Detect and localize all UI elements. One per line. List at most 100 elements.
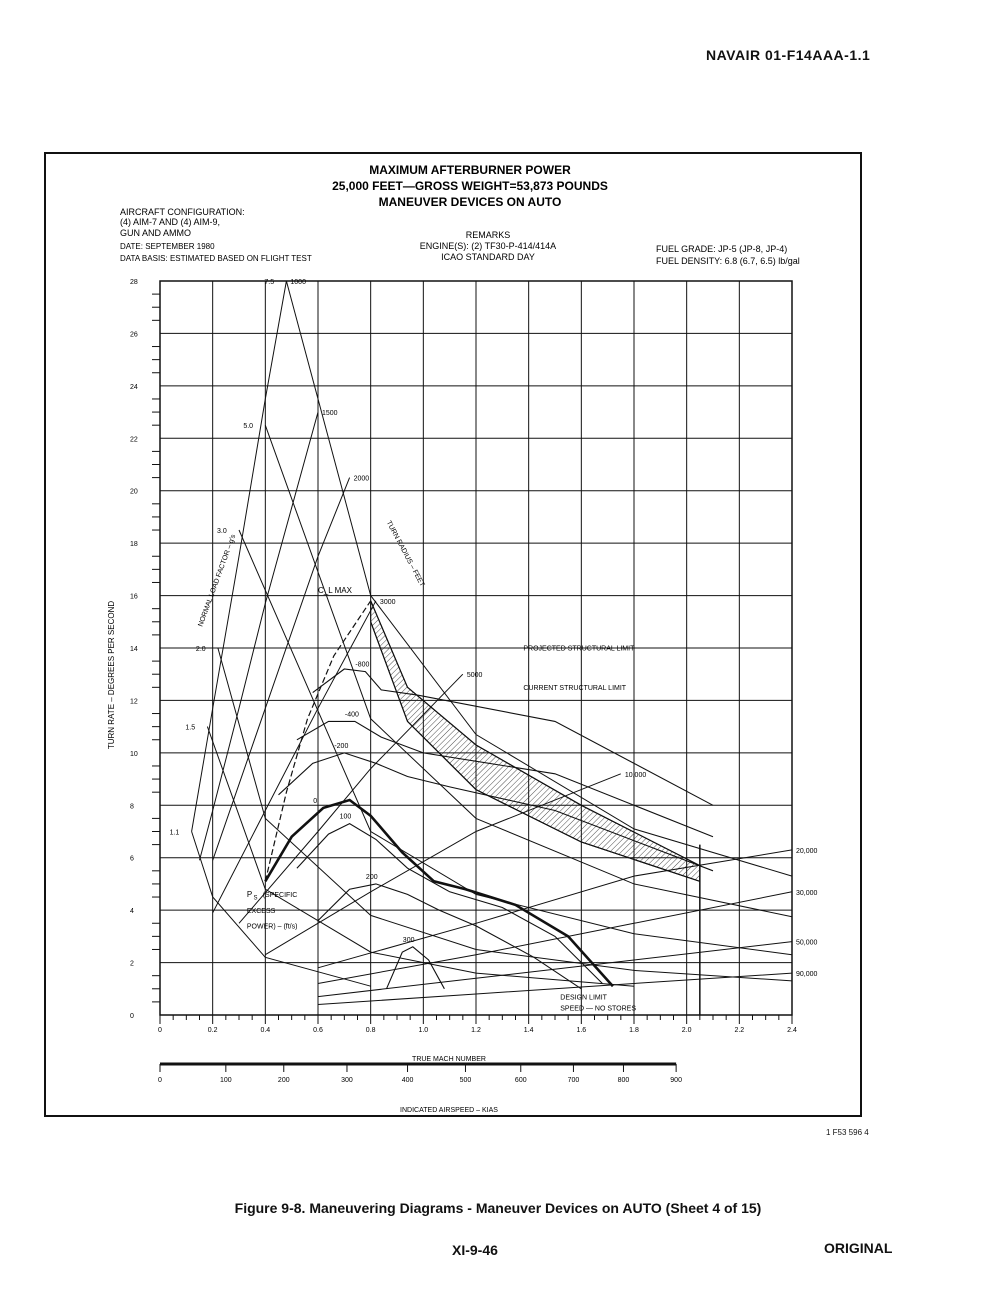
x-tick-label: 2.4 [787, 1027, 797, 1034]
x-tick-label: 0.4 [260, 1027, 270, 1034]
ps-specific-line-1: (SPECIFIC [263, 892, 298, 899]
plot-area: 0 0.2 0.4 0.6 0.8 1.0 1.2 1.4 1.6 1.8 2.0 2.2 2.4024… [130, 279, 818, 1084]
ps-specific-line-3: POWER) – (ft/s) [247, 923, 298, 930]
kias-tick-label: 100 [220, 1077, 232, 1084]
ps-contour [312, 668, 714, 806]
ps-contour [296, 720, 714, 838]
x-axis-label: TRUE MACH NUMBER [412, 1056, 486, 1063]
document-id: NAVAIR 01-F14AAA-1.1 [706, 47, 871, 63]
y-tick-label: 2 [130, 961, 134, 968]
turn-radius-label: 5000 [467, 672, 483, 679]
y-tick-label: 18 [130, 541, 138, 548]
data-basis: DATA BASIS: ESTIMATED BASED ON FLIGHT TE… [120, 254, 312, 263]
y-tick-label: 24 [130, 384, 138, 391]
drawing-number: 1 F53 596 4 [826, 1128, 869, 1137]
kias-tick-label: 800 [618, 1077, 630, 1084]
x-tick-label: 0 [158, 1027, 162, 1034]
y-tick-label: 28 [130, 279, 138, 286]
turn-radius-line [212, 600, 377, 914]
chart-title-line-3: MANEUVER DEVICES ON AUTO [379, 195, 562, 209]
turn-radius-line [317, 941, 793, 998]
current-structural-limit-line [370, 621, 700, 882]
load-factor-line [238, 529, 793, 956]
kias-tick-label: 900 [670, 1077, 682, 1084]
y-tick-label: 26 [130, 331, 138, 338]
x-tick-label: 1.6 [576, 1027, 586, 1034]
kias-tick-label: 600 [515, 1077, 527, 1084]
x-tick-label: 1.4 [524, 1027, 534, 1034]
turn-radius-axis-label: TURN RADIUS – FEET [385, 520, 426, 589]
x2-axis-label: INDICATED AIRSPEED – KIAS [400, 1107, 498, 1114]
kias-tick-label: 500 [460, 1077, 472, 1084]
load-factor-label: 7.5 [264, 279, 274, 286]
y-tick-label: 6 [130, 856, 134, 863]
aircraft-config-line-2: (4) AIM-7 AND (4) AIM-9, [120, 217, 220, 227]
kias-tick-label: 200 [278, 1077, 290, 1084]
ps-specific-line-2: EXCESS [247, 908, 276, 915]
turn-radius-label: 2000 [354, 476, 370, 483]
load-factor-label: 2.0 [196, 646, 206, 653]
kias-tick-label: 300 [341, 1077, 353, 1084]
turn-radius-label: 90,000 [796, 971, 818, 978]
load-factor-label: 3.0 [217, 528, 227, 535]
turn-radius-line [265, 773, 621, 956]
kias-tick-label: 400 [402, 1077, 414, 1084]
turn-radius-label: 3000 [380, 599, 396, 606]
load-factor-line [206, 726, 635, 987]
y-tick-label: 4 [130, 908, 134, 915]
y-tick-label: 22 [130, 436, 138, 443]
x-tick-label: 2.2 [734, 1027, 744, 1034]
ps-contour [264, 798, 614, 988]
turn-radius-line [199, 411, 319, 861]
x-tick-label: 0.2 [208, 1027, 218, 1034]
kias-tick-label: 700 [568, 1077, 580, 1084]
aircraft-config-line-3: GUN AND AMMO [120, 228, 191, 238]
ps-contour [278, 752, 714, 872]
figure-caption: Figure 9-8. Maneuvering Diagrams - Maneu… [234, 1200, 762, 1216]
chart-title-line-1: MAXIMUM AFTERBURNER POWER [369, 163, 571, 177]
structural-limit-band [370, 600, 701, 882]
x-tick-label: 0.8 [366, 1027, 376, 1034]
remarks-atmosphere: ICAO STANDARD DAY [441, 252, 535, 262]
cl-max-label: C_L MAX [318, 586, 353, 595]
y-tick-label: 12 [130, 698, 138, 705]
turn-radius-line [317, 972, 793, 1005]
turn-radius-line [238, 673, 464, 924]
turn-radius-label: 1000 [290, 279, 306, 286]
projected-structural-limit-label: PROJECTED STRUCTURAL LIMIT [523, 646, 635, 653]
ps-contour [317, 883, 582, 990]
design-limit-label-1: DESIGN LIMIT [560, 994, 607, 1001]
turn-radius-label: 1500 [322, 410, 338, 417]
y-tick-label: 10 [130, 751, 138, 758]
x-tick-label: 2.0 [682, 1027, 692, 1034]
ps-label: P [247, 890, 252, 899]
chart-title-line-2: 25,000 FEET—GROSS WEIGHT=53,873 POUNDS [332, 179, 608, 193]
x-tick-label: 1.0 [418, 1027, 428, 1034]
current-structural-limit-label: CURRENT STRUCTURAL LIMIT [523, 685, 626, 692]
fuel-grade: FUEL GRADE: JP-5 (JP-8, JP-4) [656, 244, 787, 254]
turn-radius-line [317, 891, 793, 984]
ps-contour [385, 946, 445, 990]
turn-radius-line [212, 477, 351, 861]
y-axis-label: TURN RATE – DEGREES PER SECOND [107, 601, 116, 750]
y-tick-label: 0 [130, 1013, 134, 1020]
load-factor-line [264, 425, 793, 918]
aircraft-config-line-1: AIRCRAFT CONFIGURATION: [120, 207, 245, 217]
ps-contour-label: 100 [340, 814, 352, 821]
load-factor-label: 1.1 [170, 830, 180, 837]
y-tick-label: 20 [130, 489, 138, 496]
ps-subscript: S [253, 896, 257, 902]
ps-contour-label: -800 [355, 662, 369, 669]
x-tick-label: 1.8 [629, 1027, 639, 1034]
load-factor-label: 1.5 [185, 725, 195, 732]
turn-radius-line [191, 280, 287, 832]
document-status: ORIGINAL [824, 1240, 893, 1256]
normal-load-factor-label: NORMAL LOAD FACTOR – g's [197, 533, 237, 627]
chart-date: DATE: SEPTEMBER 1980 [120, 242, 215, 251]
design-limit-label-2: SPEED — NO STORES [560, 1005, 636, 1012]
x-tick-label: 0.6 [313, 1027, 323, 1034]
remarks-engine: ENGINE(S): (2) TF30-P-414/414A [420, 241, 556, 251]
y-tick-label: 14 [130, 646, 138, 653]
ps-contour-label: -200 [334, 743, 348, 750]
kias-tick-label: 0 [158, 1077, 162, 1084]
